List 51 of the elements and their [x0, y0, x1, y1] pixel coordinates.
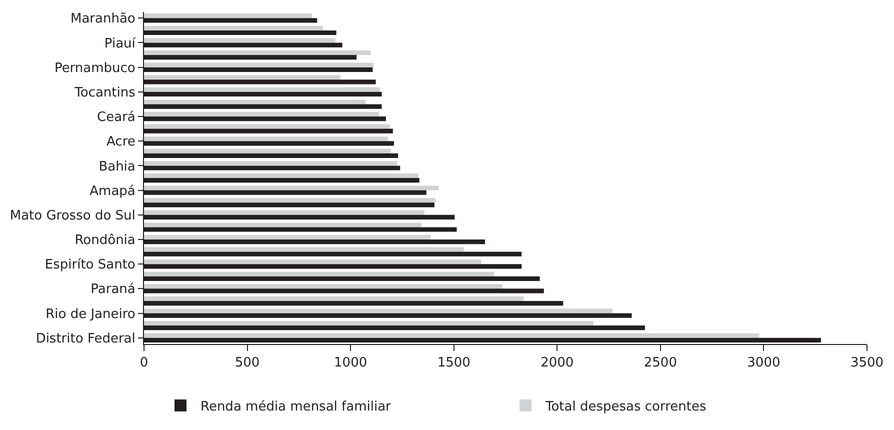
- bar: [144, 50, 371, 56]
- bar: [144, 161, 398, 166]
- bar: [144, 234, 431, 240]
- bar: [144, 124, 390, 129]
- y-tick-label: Tocantins: [74, 85, 136, 100]
- bar: [144, 284, 502, 289]
- y-tick-label: Ceará: [97, 110, 136, 126]
- bar: [144, 247, 464, 252]
- bar: [144, 333, 760, 338]
- x-tick-label: 2000: [540, 356, 574, 371]
- y-tick-label: Mato Grosso do Sul: [10, 208, 136, 224]
- x-tick-label: 3500: [850, 356, 884, 371]
- bar: [144, 198, 436, 203]
- bar: [144, 222, 422, 228]
- bar: [144, 136, 388, 142]
- bar: [144, 296, 524, 301]
- bar: [144, 14, 312, 18]
- y-tick-label: Amapá: [90, 184, 136, 199]
- x-tick-label: 1000: [334, 356, 368, 371]
- bar: [144, 38, 336, 43]
- y-tick-label: Distrito Federal: [36, 331, 136, 346]
- x-tick-label: 500: [234, 356, 260, 371]
- bar: [144, 320, 594, 326]
- y-tick-label: Pernambuco: [54, 60, 136, 76]
- y-tick-label: Rio de Janeiro: [46, 306, 136, 322]
- y-tick-label: Bahia: [98, 159, 136, 174]
- bar: [144, 87, 380, 92]
- bar: [144, 210, 424, 215]
- x-tick-label: 3000: [747, 356, 780, 371]
- x-tick-label: 2500: [644, 356, 677, 371]
- bar: [144, 272, 494, 276]
- bar: [144, 112, 379, 117]
- bar: [144, 148, 392, 154]
- legend-label: Total despesas correntes: [544, 400, 707, 414]
- bar: [144, 308, 612, 314]
- x-tick-label: 1500: [437, 356, 470, 371]
- y-tick-label: Piauí: [104, 36, 136, 52]
- bar: [144, 100, 366, 104]
- y-tick-label: Rondônia: [74, 233, 136, 248]
- y-tick-label: Espiríto Santo: [44, 258, 136, 273]
- bar: [144, 173, 418, 178]
- y-tick-label: Maranhão: [70, 12, 136, 27]
- y-tick-label: Paraná: [90, 282, 136, 298]
- bar: [144, 186, 439, 190]
- bar: [144, 62, 374, 68]
- legend-label: Renda média mensal familiar: [200, 400, 392, 414]
- x-tick-label: 0: [140, 356, 148, 371]
- bar: [144, 259, 482, 264]
- y-tick-label: Acre: [106, 134, 136, 150]
- bar: [144, 26, 324, 30]
- bar: [144, 75, 340, 80]
